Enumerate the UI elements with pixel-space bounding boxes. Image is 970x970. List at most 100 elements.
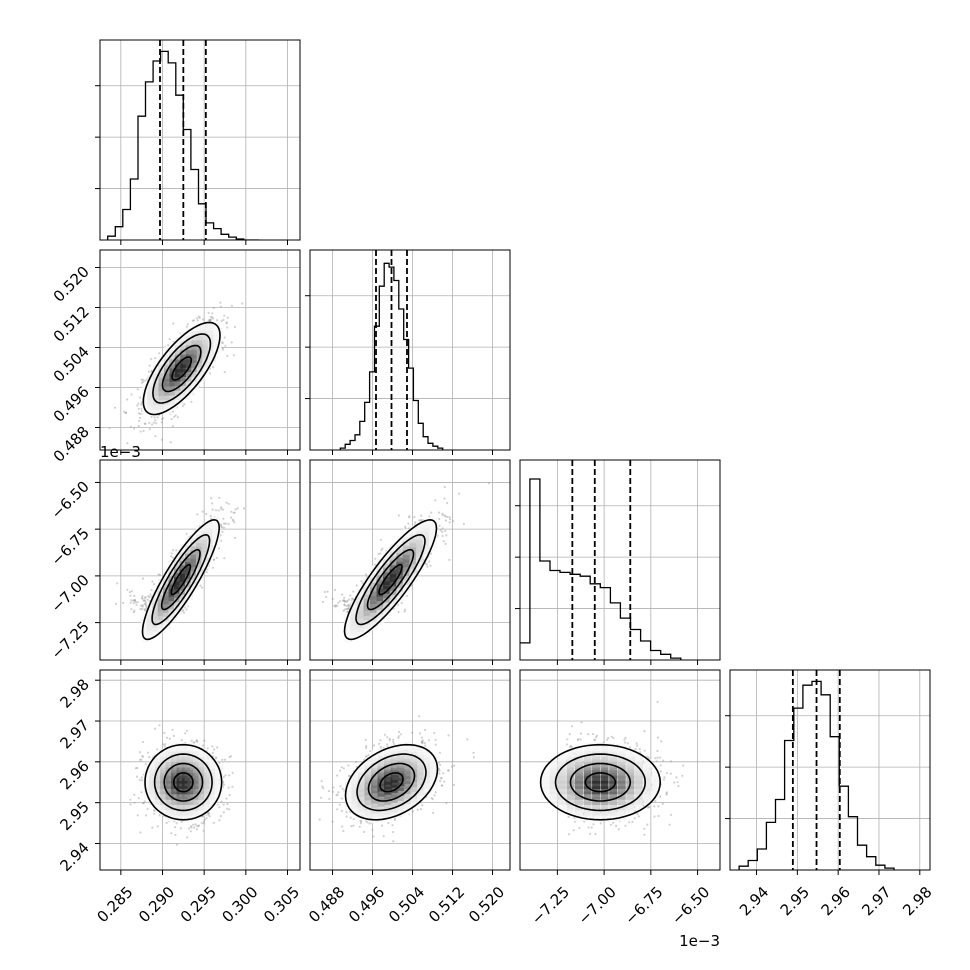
density-cell xyxy=(402,533,411,542)
scatter-point xyxy=(108,427,111,430)
density-cell xyxy=(174,387,183,396)
scatter-point xyxy=(577,738,580,741)
density-cell xyxy=(207,545,215,554)
scatter-point xyxy=(125,411,128,414)
scatter-point xyxy=(646,806,650,809)
panel-frame xyxy=(99,249,301,451)
density-cell xyxy=(371,775,380,784)
density-cell xyxy=(198,759,207,768)
density-cell xyxy=(409,539,418,547)
density-cell xyxy=(397,767,406,776)
density-cell xyxy=(179,582,188,591)
density-cell xyxy=(363,586,372,595)
scatter-point xyxy=(218,496,221,499)
density-cell xyxy=(566,764,575,773)
scatter-point xyxy=(340,809,343,813)
scatter-point xyxy=(440,784,443,787)
scatter-point xyxy=(369,750,372,753)
scatter-point xyxy=(139,758,142,761)
scatter-point xyxy=(448,521,451,524)
scatter-point xyxy=(228,794,231,797)
density-cell xyxy=(371,800,380,809)
x-tick-label: 2.96 xyxy=(818,883,854,919)
density-cell xyxy=(357,769,366,778)
scatter-point xyxy=(424,728,427,732)
grid-lines xyxy=(310,460,510,660)
scatter-point xyxy=(150,589,153,592)
density-cell xyxy=(202,350,211,358)
scatter-point xyxy=(411,731,414,734)
scatter-point xyxy=(211,745,214,748)
scatter-point xyxy=(566,738,569,741)
scatter-point xyxy=(442,540,445,543)
histogram-step-line xyxy=(520,478,682,660)
scatter-point xyxy=(444,529,447,533)
density-cell xyxy=(196,572,204,581)
density-cell xyxy=(198,802,207,811)
scatter-point xyxy=(230,516,233,519)
scatter-point xyxy=(676,781,679,784)
contour-lines xyxy=(142,321,221,416)
scatter-point xyxy=(136,388,139,391)
scatter-point xyxy=(367,753,370,757)
y-tick-label: −7.25 xyxy=(48,618,93,663)
scatter-point xyxy=(222,508,225,511)
density-cell xyxy=(174,346,183,355)
density-cell xyxy=(430,758,439,767)
scatter-point xyxy=(349,594,352,597)
scatter-point xyxy=(345,815,348,818)
scatter-point xyxy=(150,358,153,361)
density-cell xyxy=(583,786,592,795)
density-cell xyxy=(557,786,566,795)
scatter-point xyxy=(207,319,210,322)
density-cell xyxy=(185,336,194,345)
density-cell xyxy=(174,581,183,590)
scatter-point xyxy=(212,365,215,369)
density-cell xyxy=(196,336,205,345)
scatter-point xyxy=(221,348,224,351)
scatter-point xyxy=(158,724,161,727)
scatter-point xyxy=(130,393,133,396)
scatter-point xyxy=(587,826,590,829)
scatter-point xyxy=(133,594,136,598)
scatter-point xyxy=(230,341,233,344)
scatter-point xyxy=(193,741,196,744)
density-cell xyxy=(165,770,174,779)
scatter-point xyxy=(153,812,156,815)
density-cell xyxy=(651,775,660,784)
scatter-point xyxy=(147,370,150,373)
density-cell xyxy=(187,770,196,779)
density-cell xyxy=(157,582,166,591)
density-cell xyxy=(383,603,392,612)
density-cell xyxy=(410,759,419,768)
density-cell xyxy=(626,786,635,795)
density-cell xyxy=(600,754,609,763)
density-cell xyxy=(169,346,178,355)
density-cell xyxy=(600,786,609,795)
density-cell xyxy=(165,797,174,805)
scatter-point xyxy=(441,530,444,534)
scatter-point xyxy=(227,786,230,789)
density-cell xyxy=(174,552,183,560)
density-cell xyxy=(626,807,635,816)
density-cell xyxy=(402,572,411,581)
scatter-point xyxy=(447,769,450,772)
density-cell xyxy=(204,797,212,805)
scatter-point xyxy=(432,811,435,815)
scatter-point xyxy=(400,601,403,605)
scatter-point xyxy=(222,526,225,529)
density-cell xyxy=(204,775,212,784)
scatter-point xyxy=(222,811,225,814)
density-cell xyxy=(549,786,558,795)
scatter-point xyxy=(434,743,437,746)
density-cell xyxy=(154,759,163,768)
density-cell xyxy=(575,770,583,779)
scatter-point xyxy=(139,831,142,834)
scatter-point xyxy=(443,497,446,500)
scatter-point xyxy=(398,730,401,734)
scatter-point xyxy=(220,319,223,322)
density-cell xyxy=(202,363,211,372)
density-cell xyxy=(397,772,406,781)
scatter-point xyxy=(158,573,161,577)
density-cell xyxy=(196,568,204,577)
